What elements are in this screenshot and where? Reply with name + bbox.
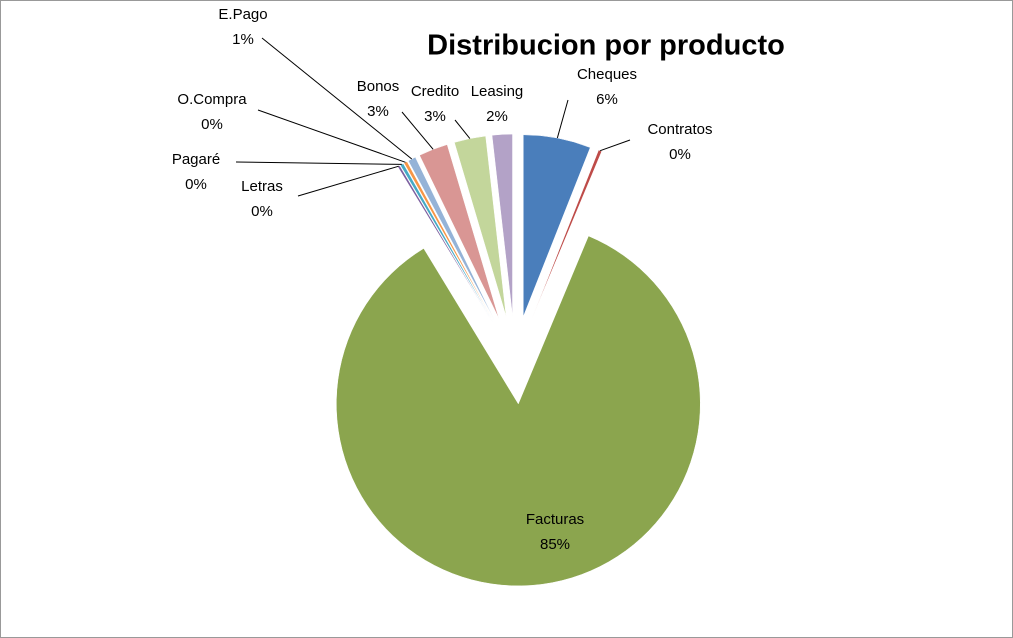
pie-slice — [336, 235, 701, 587]
leader-line — [600, 139, 631, 152]
slice-value-label: 0% — [185, 176, 207, 193]
slice-value-label: 0% — [251, 203, 273, 220]
pie-slice — [522, 134, 591, 317]
slice-value-label: 0% — [669, 146, 691, 163]
leader-line — [454, 119, 471, 139]
slice-value-label: 1% — [232, 31, 254, 48]
leader-line — [235, 161, 402, 165]
slice-label: Leasing — [471, 83, 524, 100]
leader-line — [261, 37, 413, 160]
slice-value-label: 2% — [486, 108, 508, 125]
chart-title: Distribucion por producto — [427, 30, 785, 62]
slice-label: Cheques — [577, 66, 637, 83]
slice-value-label: 6% — [596, 91, 618, 108]
slice-value-label: 85% — [540, 536, 570, 553]
slice-value-label: 3% — [367, 103, 389, 120]
slice-label: Credito — [411, 83, 459, 100]
pie-slice — [491, 133, 513, 317]
slice-label: Letras — [241, 178, 283, 195]
slice-label: Contratos — [647, 121, 712, 138]
leader-line — [401, 111, 434, 150]
leader-line — [297, 165, 399, 197]
leader-line — [257, 109, 406, 163]
pie-slice — [399, 163, 494, 323]
slice-value-label: 3% — [424, 108, 446, 125]
slice-label: E.Pago — [218, 6, 267, 23]
slice-label: O.Compra — [177, 91, 247, 108]
slice-value-label: 0% — [201, 116, 223, 133]
slice-label: Facturas — [526, 511, 584, 528]
slice-label: Bonos — [357, 78, 400, 95]
slice-label: Pagaré — [172, 151, 220, 168]
leader-line — [556, 99, 569, 139]
